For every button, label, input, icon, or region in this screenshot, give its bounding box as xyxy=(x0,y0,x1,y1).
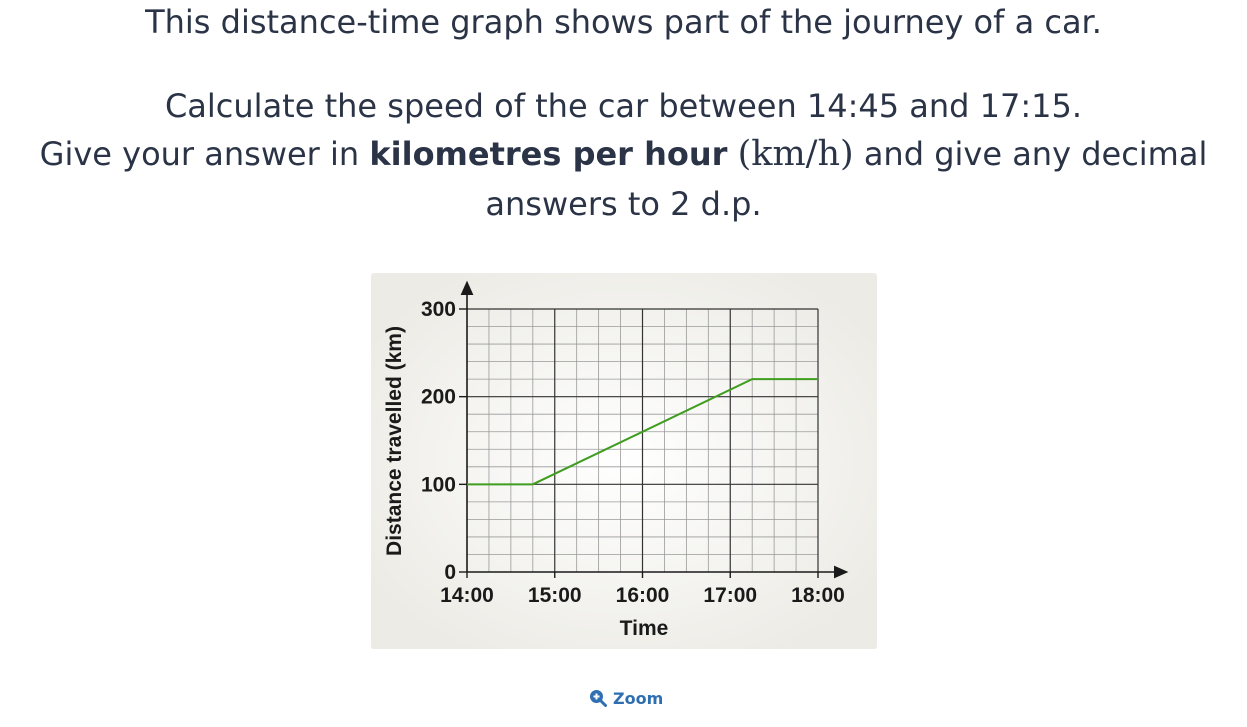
x-tick-label: 17:00 xyxy=(703,584,757,607)
x-tick-label: 16:00 xyxy=(616,584,670,607)
graph-figure: 0 100 200 300 14:00 15:00 16:00 17:00 18:00 Time… xyxy=(371,273,877,649)
question-line-1: Calculate the speed of the car between 1… xyxy=(164,87,1083,125)
x-axis-label: Time xyxy=(620,617,669,640)
x-tick-label: 18:00 xyxy=(791,584,845,607)
chart-background xyxy=(371,273,877,649)
question-line-3: answers to 2 d.p. xyxy=(485,185,762,223)
question-line-2-pre: Give your answer in xyxy=(39,135,370,173)
zoom-in-icon xyxy=(590,690,607,707)
distance-time-chart: 0 100 200 300 14:00 15:00 16:00 17:00 18:00 Time… xyxy=(371,273,877,649)
question-line-2: Give your answer in kilometres per hour … xyxy=(0,134,1247,174)
y-tick-label: 100 xyxy=(421,473,456,496)
x-tick-label: 15:00 xyxy=(528,584,582,607)
chart-series xyxy=(467,378,818,486)
distance-line xyxy=(467,378,818,486)
y-tick-label: 200 xyxy=(421,386,456,409)
grid-minor xyxy=(467,309,818,572)
unit-bold-text: kilometres per hour xyxy=(369,135,728,173)
zoom-label: Zoom xyxy=(613,688,664,708)
zoom-button[interactable]: Zoom xyxy=(589,687,663,709)
chart-ticks: 0 100 200 300 14:00 15:00 16:00 17:00 18:00 xyxy=(421,298,845,607)
y-tick-label: 300 xyxy=(421,298,456,321)
question-line-2-post: and give any decimal xyxy=(853,135,1208,173)
chart-axes xyxy=(460,280,849,579)
x-tick-label: 14:00 xyxy=(440,584,494,607)
grid-major xyxy=(467,308,819,572)
question-intro: This distance-time graph shows part of t… xyxy=(145,3,1102,41)
y-axis-label: Distance travelled (km) xyxy=(383,326,406,556)
unit-math: (km/h) xyxy=(737,134,854,174)
y-tick-label: 0 xyxy=(444,561,456,584)
